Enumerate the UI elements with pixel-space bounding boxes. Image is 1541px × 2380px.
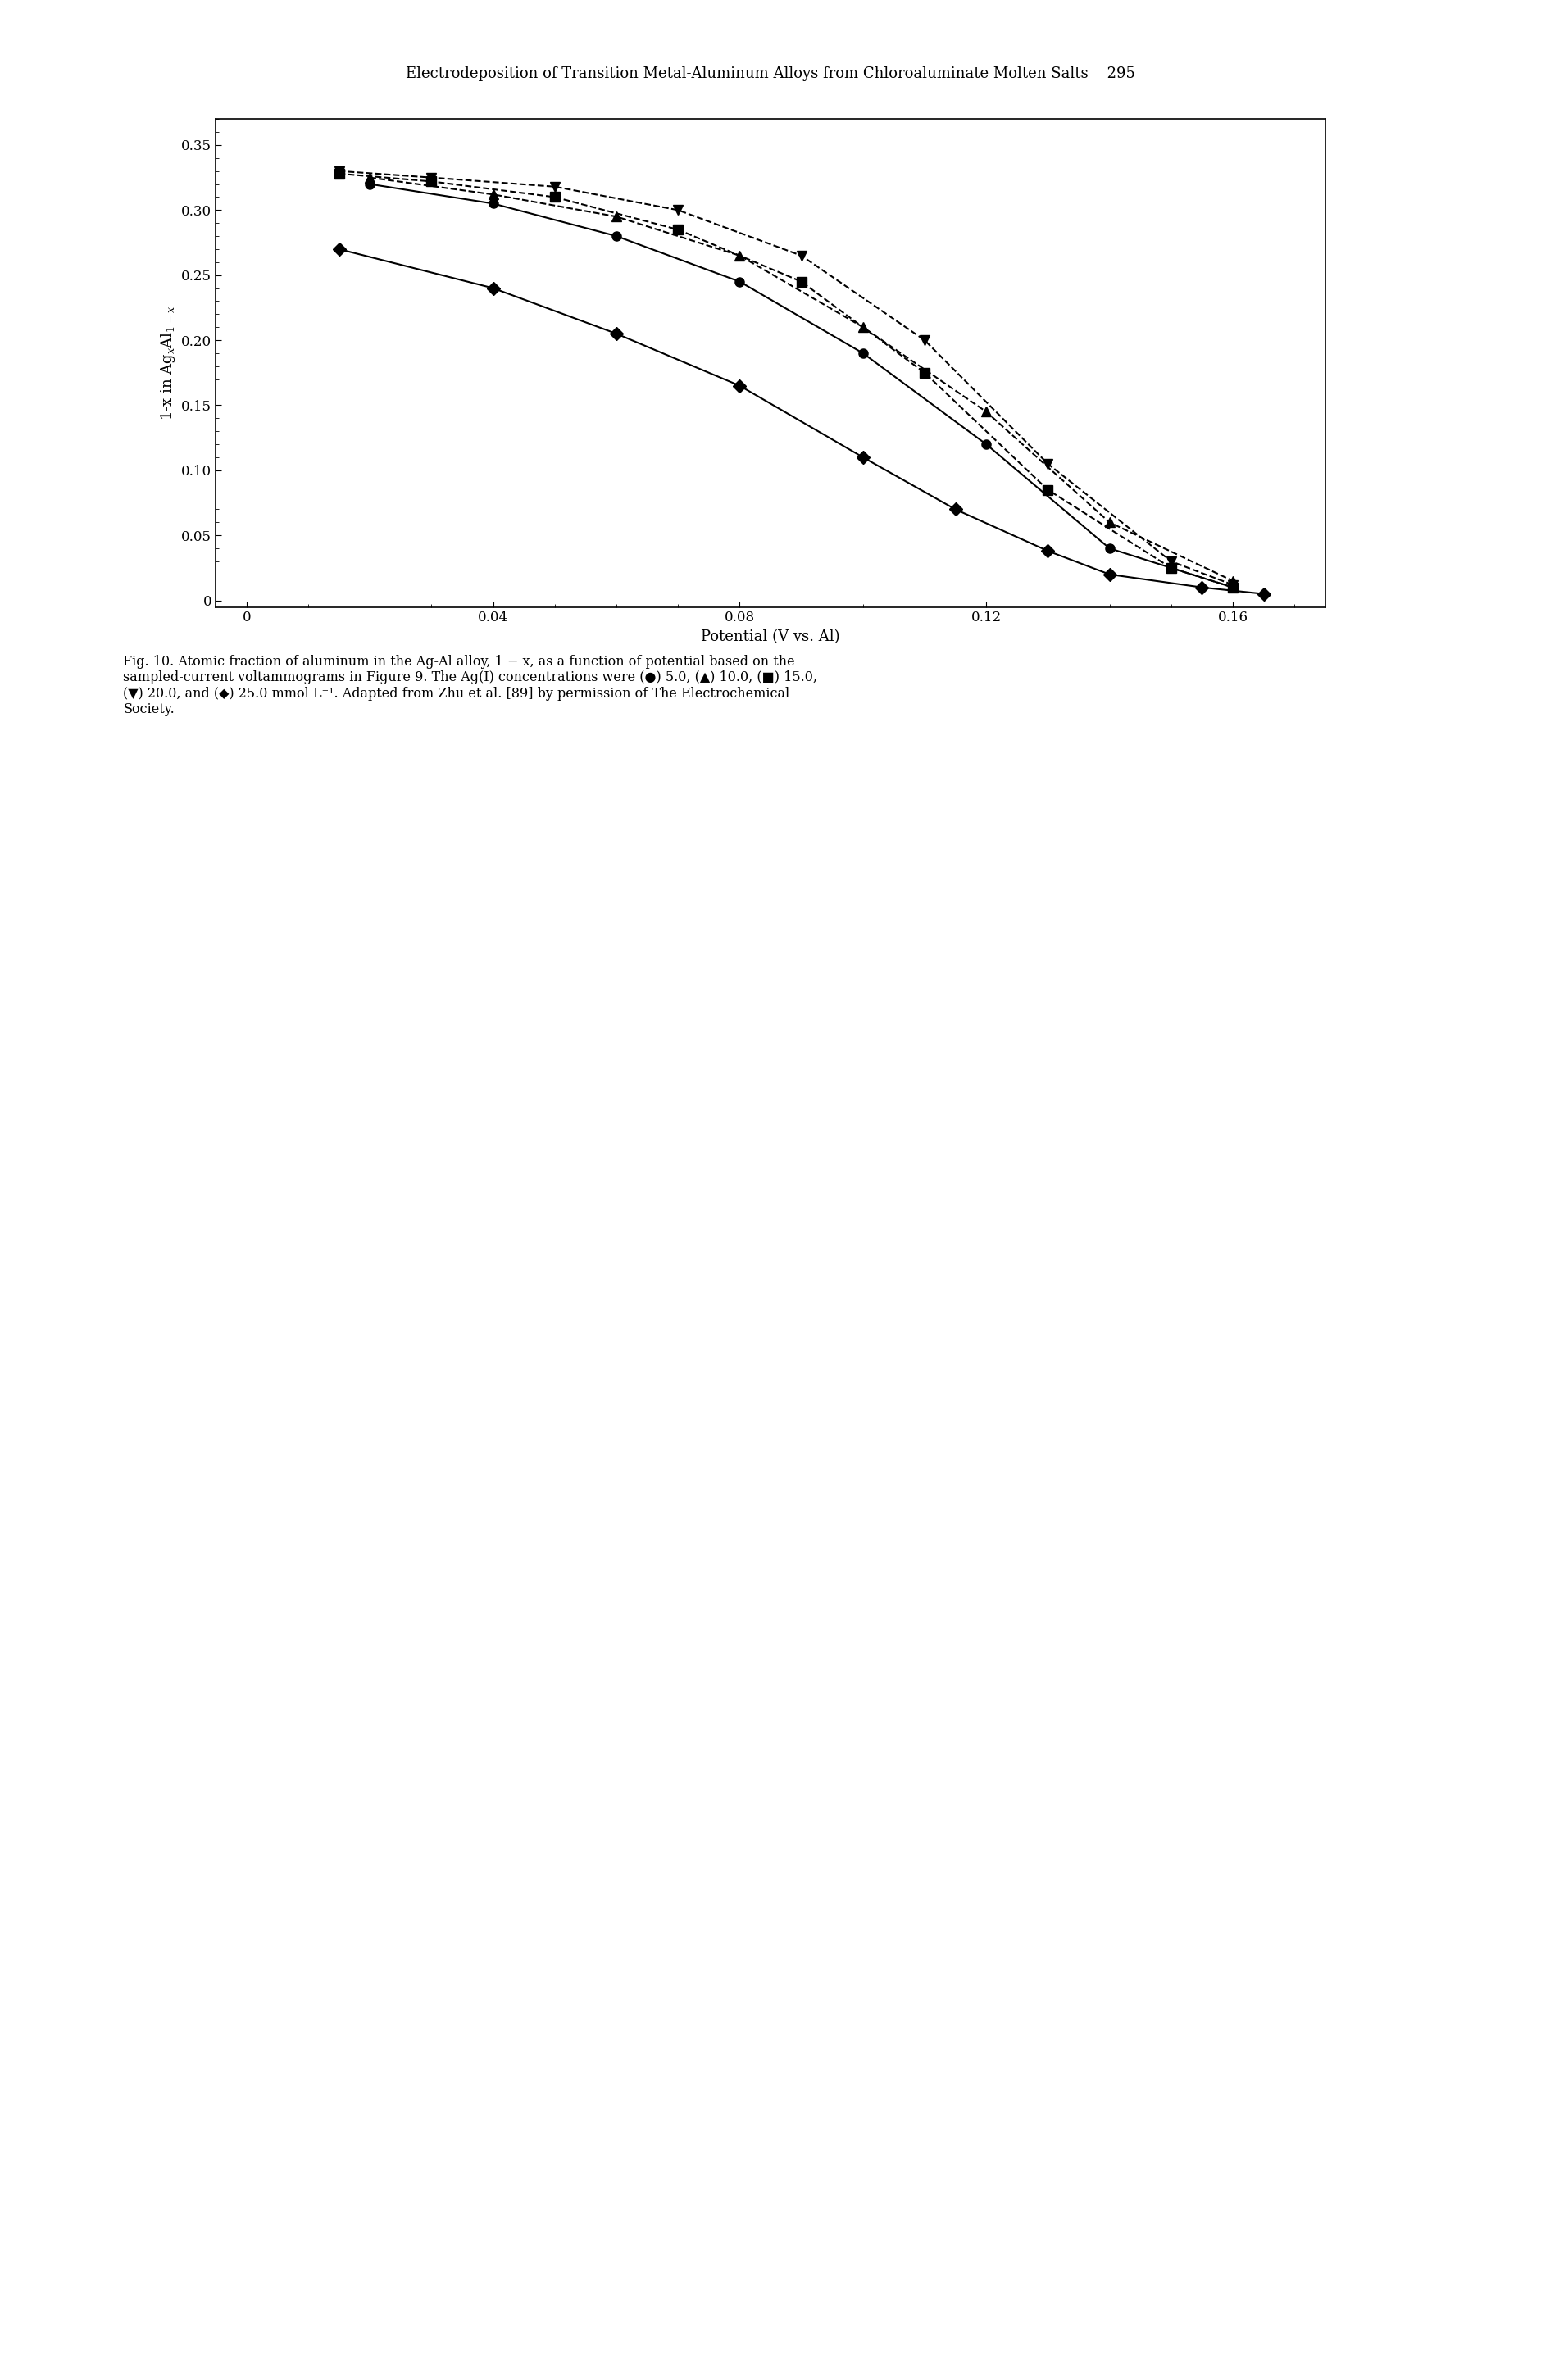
- Y-axis label: 1-x in Ag$_x$Al$_{1-x}$: 1-x in Ag$_x$Al$_{1-x}$: [159, 305, 177, 421]
- Text: Electrodeposition of Transition Metal-Aluminum Alloys from Chloroaluminate Molte: Electrodeposition of Transition Metal-Al…: [405, 67, 1136, 81]
- X-axis label: Potential (V vs. Al): Potential (V vs. Al): [701, 628, 840, 645]
- Text: Fig. 10. Atomic fraction of aluminum in the Ag-Al alloy, 1 − x, as a function of: Fig. 10. Atomic fraction of aluminum in …: [123, 654, 818, 716]
